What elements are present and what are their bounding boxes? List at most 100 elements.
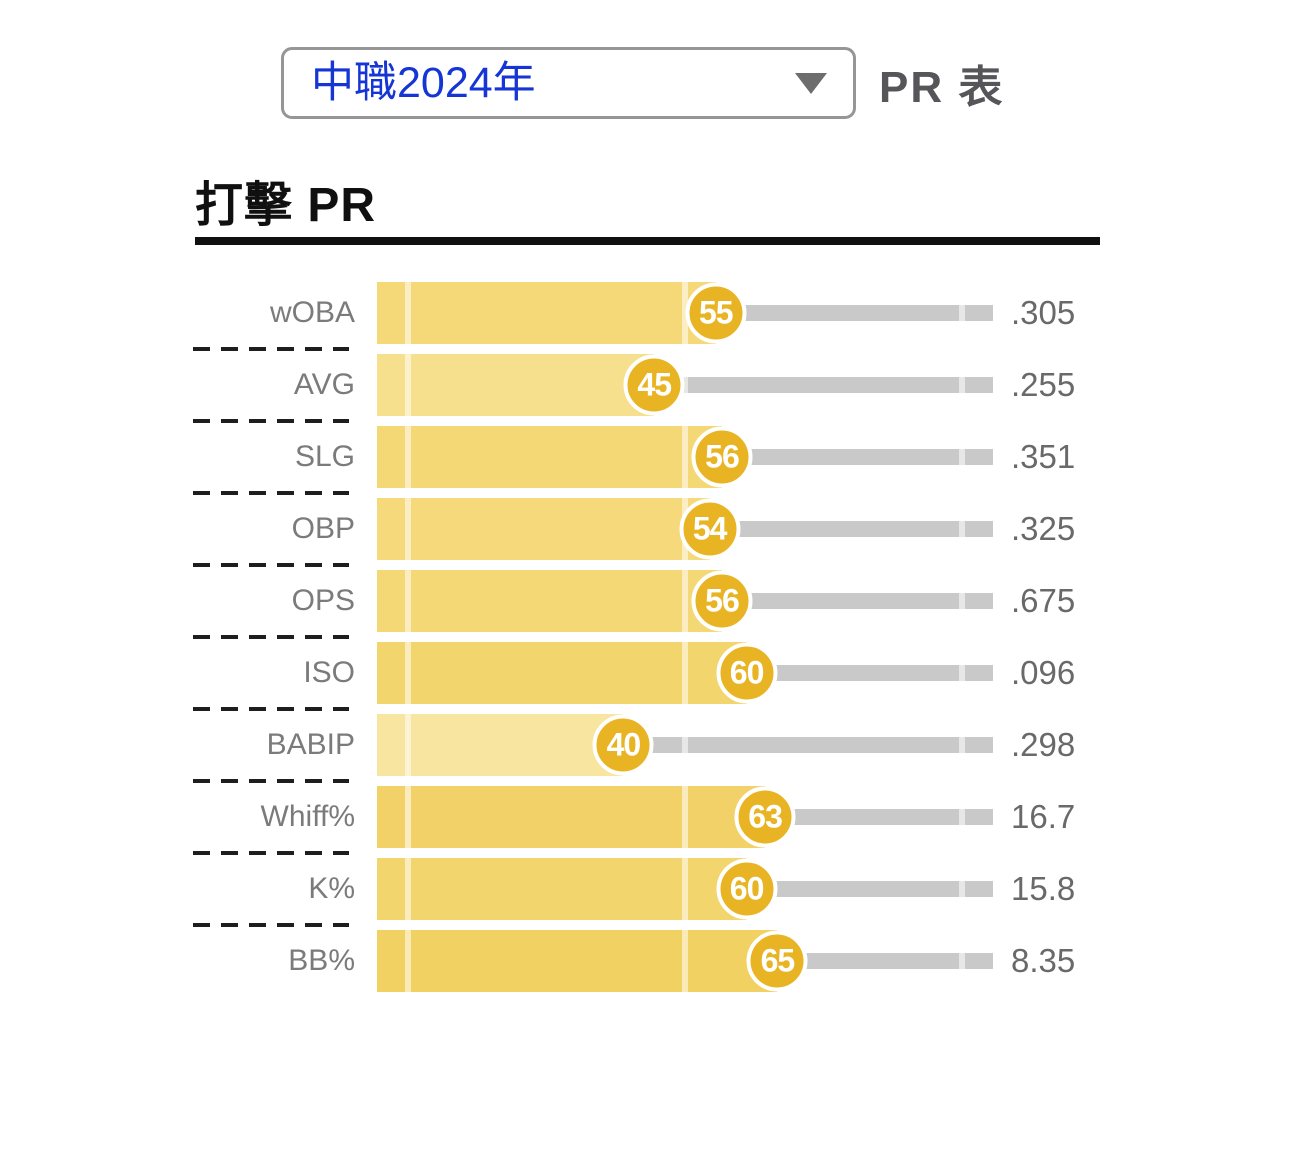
- pr-bar: [377, 642, 747, 704]
- chart-row: BABIP 40 .298: [0, 714, 1290, 776]
- dashed-divider: [193, 419, 349, 423]
- bar-zone: 56: [377, 570, 993, 632]
- percentile-marker: [404, 426, 411, 488]
- row-value: 16.7: [1011, 798, 1076, 835]
- row-value: .096: [1011, 654, 1076, 691]
- percentile-marker: [404, 354, 411, 416]
- row-value: .298: [1011, 726, 1076, 763]
- row-separator: [0, 704, 1290, 714]
- chart-row: SLG 56 .351: [0, 426, 1290, 488]
- pr-bar: [377, 714, 624, 776]
- percentile-marker: [959, 354, 966, 416]
- pr-badge: 55: [685, 282, 747, 344]
- row-label: Whiff%: [260, 800, 355, 833]
- percentile-marker: [959, 642, 966, 704]
- pr-bar: [377, 426, 722, 488]
- pr-table-label: PR 表: [879, 63, 1005, 112]
- pr-badge: 60: [716, 642, 778, 704]
- bar-zone: 54: [377, 498, 993, 560]
- percentile-marker: [682, 642, 688, 704]
- bar-zone: 60: [377, 642, 993, 704]
- percentile-marker: [404, 642, 411, 704]
- dashed-divider: [193, 491, 349, 495]
- pr-badge: 45: [623, 354, 685, 416]
- season-dropdown[interactable]: 中職2024年: [281, 47, 856, 119]
- percentile-marker: [959, 282, 966, 344]
- row-separator: [0, 560, 1290, 570]
- percentile-marker: [682, 426, 688, 488]
- row-value: .325: [1011, 510, 1076, 547]
- row-separator: [0, 920, 1290, 930]
- pr-bar: [377, 282, 716, 344]
- percentile-marker: [682, 570, 688, 632]
- pr-bar: [377, 858, 747, 920]
- row-label: BABIP: [266, 728, 355, 761]
- chart-row: AVG 45 .255: [0, 354, 1290, 416]
- chart-row: BB% 65 8.35: [0, 930, 1290, 992]
- pr-bar: [377, 930, 778, 992]
- row-label: K%: [308, 872, 355, 905]
- row-label: SLG: [294, 440, 355, 473]
- row-value: .305: [1011, 294, 1076, 331]
- dashed-divider: [193, 851, 349, 855]
- percentile-marker: [682, 786, 688, 848]
- row-separator: [0, 776, 1290, 786]
- row-separator: [0, 632, 1290, 642]
- pr-bar: [377, 786, 766, 848]
- row-label: wOBA: [269, 296, 355, 329]
- row-separator: [0, 416, 1290, 426]
- percentile-marker: [404, 930, 411, 992]
- dashed-divider: [193, 635, 349, 639]
- row-label: BB%: [288, 944, 355, 977]
- dashed-divider: [193, 563, 349, 567]
- percentile-marker: [959, 858, 966, 920]
- pr-badge: 60: [716, 858, 778, 920]
- chart-row: K% 60 15.8: [0, 858, 1290, 920]
- pr-badge: 63: [734, 786, 796, 848]
- chart-row: OPS 56 .675: [0, 570, 1290, 632]
- percentile-marker: [959, 570, 966, 632]
- pr-badge: 40: [592, 714, 654, 776]
- row-label: ISO: [303, 656, 355, 689]
- percentile-marker: [959, 498, 966, 560]
- percentile-marker: [404, 498, 411, 560]
- percentile-marker: [682, 858, 688, 920]
- bar-zone: 40: [377, 714, 993, 776]
- row-separator: [0, 488, 1290, 498]
- chart-row: ISO 60 .096: [0, 642, 1290, 704]
- row-separator: [0, 848, 1290, 858]
- percentile-marker: [682, 354, 688, 416]
- bar-zone: 55: [377, 282, 993, 344]
- percentile-marker: [682, 714, 688, 776]
- pr-badge: 56: [691, 570, 753, 632]
- percentile-marker: [404, 282, 411, 344]
- bar-zone: 65: [377, 930, 993, 992]
- percentile-marker: [959, 930, 966, 992]
- page-title: 打擊 PR: [195, 179, 377, 232]
- chart-rows: wOBA 55 .305 AVG 45 .255 SLG: [0, 282, 1290, 992]
- bar-zone: 56: [377, 426, 993, 488]
- percentile-marker: [959, 714, 966, 776]
- chart-row: Whiff% 63 16.7: [0, 786, 1290, 848]
- percentile-marker: [404, 858, 411, 920]
- chart-row: wOBA 55 .305: [0, 282, 1290, 344]
- pr-badge: 65: [746, 930, 808, 992]
- pr-badge: 54: [679, 498, 741, 560]
- row-value: .675: [1011, 582, 1076, 619]
- percentile-marker: [682, 282, 688, 344]
- chevron-down-icon: [795, 72, 827, 94]
- row-separator: [0, 344, 1290, 354]
- dashed-divider: [193, 923, 349, 927]
- pr-bar: [377, 354, 655, 416]
- pr-bar: [377, 570, 722, 632]
- row-label: OBP: [291, 512, 355, 545]
- pr-bar: [377, 498, 710, 560]
- dashed-divider: [193, 779, 349, 783]
- bar-zone: 63: [377, 786, 993, 848]
- percentile-marker: [404, 570, 411, 632]
- chart-row: OBP 54 .325: [0, 498, 1290, 560]
- row-label: AVG: [293, 368, 355, 401]
- percentile-marker: [959, 786, 966, 848]
- bar-zone: 45: [377, 354, 993, 416]
